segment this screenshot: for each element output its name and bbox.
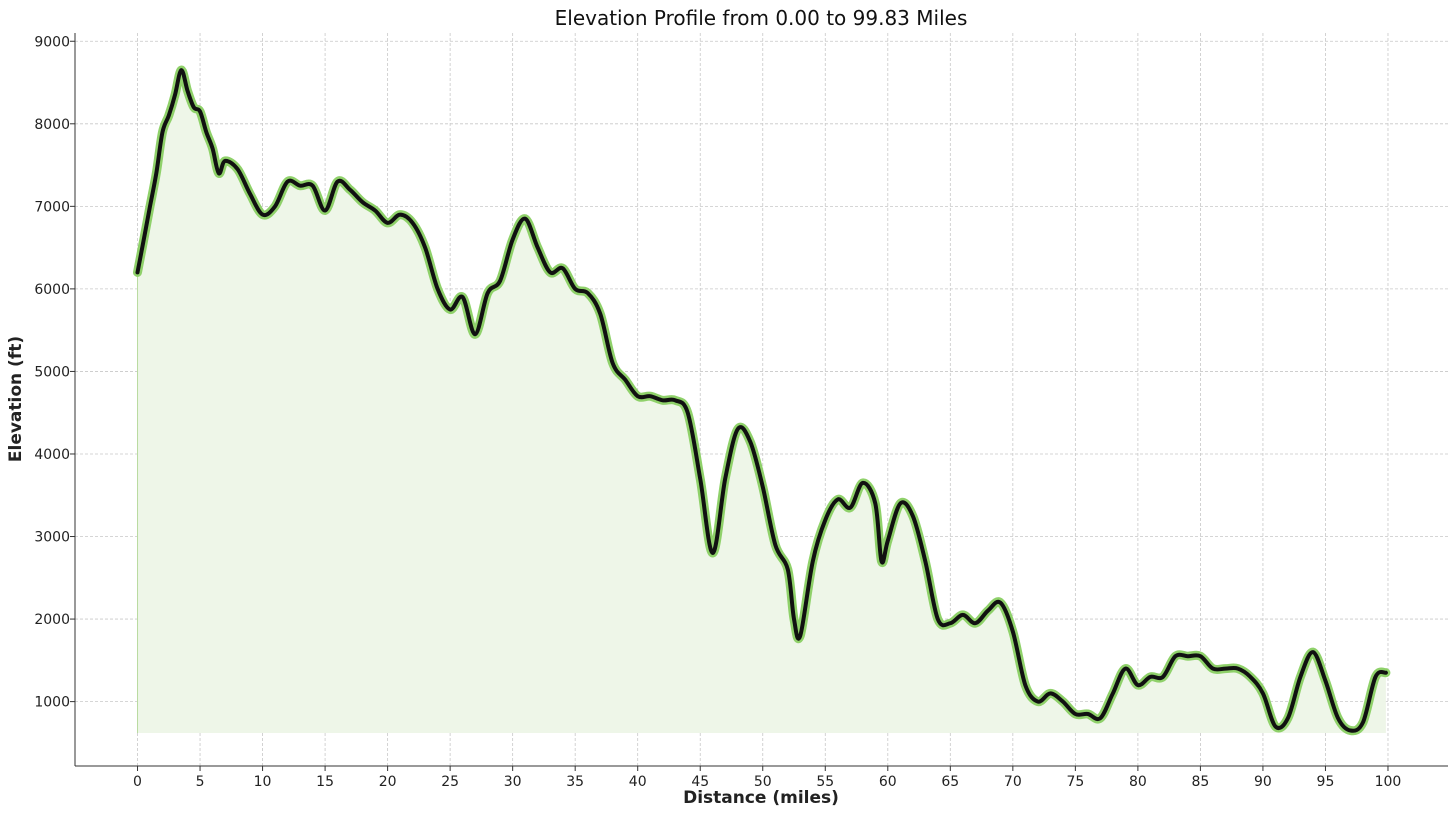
y-tick-label: 6000 (34, 282, 70, 298)
x-tick-label: 75 (1066, 774, 1084, 790)
x-tick-label: 30 (504, 774, 522, 790)
x-tick-label: 10 (254, 774, 272, 790)
elevation-area-fill (137, 70, 1386, 733)
x-tick-label: 55 (816, 774, 834, 790)
y-ticks: 1000 2000 3000 4000 5000 6000 7000 8000 9000 (34, 34, 75, 711)
x-tick-label: 100 (1375, 774, 1402, 790)
x-tick-label: 40 (629, 774, 647, 790)
x-tick-label: 80 (1129, 774, 1147, 790)
elevation-line (135, 68, 1388, 733)
x-tick-label: 70 (1004, 774, 1022, 790)
chart-title: Elevation Profile from 0.00 to 99.83 Mil… (555, 6, 968, 30)
x-tick-label: 20 (379, 774, 397, 790)
x-tick-label: 15 (316, 774, 334, 790)
x-tick-label: 5 (196, 774, 205, 790)
y-tick-label: 7000 (34, 199, 70, 215)
x-tick-label: 50 (754, 774, 772, 790)
x-tick-label: 0 (133, 774, 142, 790)
y-tick-label: 5000 (34, 364, 70, 380)
y-tick-label: 3000 (34, 530, 70, 546)
y-tick-label: 1000 (34, 695, 70, 711)
x-tick-label: 35 (566, 774, 584, 790)
x-ticks: 0 5 10 15 20 25 30 35 40 45 50 55 60 65 70 75 80 85 90 95 10… (133, 766, 1401, 790)
x-tick-label: 60 (879, 774, 897, 790)
y-axis-label: Elevation (ft) (6, 336, 26, 462)
y-tick-label: 8000 (34, 117, 70, 133)
x-tick-label: 90 (1254, 774, 1272, 790)
x-tick-label: 65 (941, 774, 959, 790)
y-tick-label: 9000 (34, 34, 70, 50)
x-tick-label: 45 (691, 774, 709, 790)
x-tick-label: 25 (441, 774, 459, 790)
x-axis-label: Distance (miles) (683, 788, 839, 808)
y-tick-label: 4000 (34, 447, 70, 463)
x-tick-label: 95 (1317, 774, 1335, 790)
x-tick-label: 85 (1191, 774, 1209, 790)
y-tick-label: 2000 (34, 612, 70, 628)
